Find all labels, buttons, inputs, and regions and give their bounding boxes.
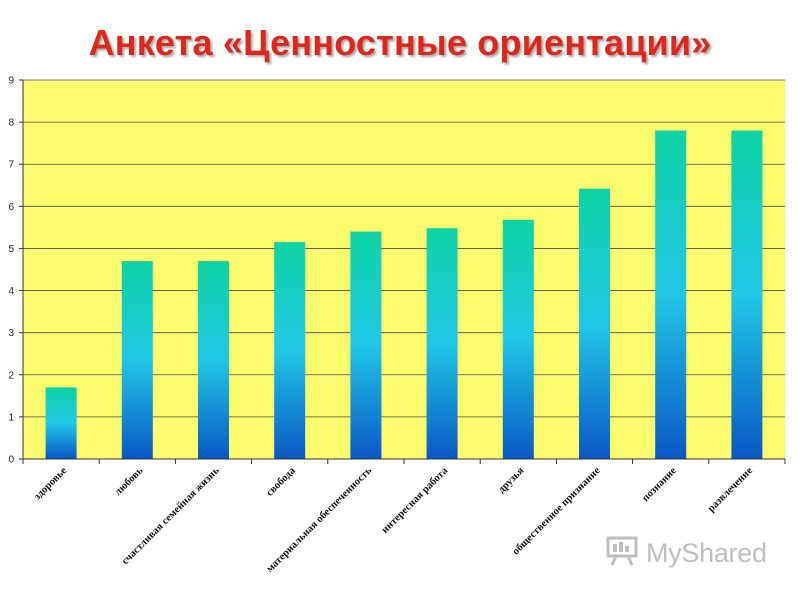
y-tick-label: 6 [8, 202, 14, 213]
bar [426, 228, 458, 459]
bar [502, 219, 534, 459]
watermark-text: MyShared [646, 538, 767, 568]
x-tick-label: интересная работа [380, 465, 451, 536]
chart-title: Анкета «Ценностные ориентации» [88, 22, 712, 63]
y-tick-label: 0 [8, 455, 14, 466]
bar [731, 130, 763, 460]
bar [655, 130, 687, 460]
y-tick-label: 1 [8, 412, 14, 423]
y-tick-label: 2 [8, 370, 14, 381]
x-tick-label: развлечение [706, 465, 755, 514]
y-tick-labels: 0 1 2 3 4 5 6 7 8 9 [8, 76, 14, 466]
axes [19, 79, 786, 464]
bar [45, 387, 77, 459]
x-tick-label: друзья [496, 465, 526, 495]
bar [121, 261, 153, 459]
bar [274, 242, 306, 459]
watermark: MyShared [606, 536, 767, 571]
presentation-board-icon [606, 536, 640, 571]
bar [198, 261, 229, 459]
x-tick-label: общественное признание [511, 465, 603, 557]
x-tick-label: любовь [113, 465, 146, 498]
y-tick-label: 8 [8, 118, 14, 129]
x-tick-label: здоровье [32, 465, 69, 502]
bars [45, 130, 763, 460]
bar [350, 231, 382, 459]
bar [579, 188, 610, 459]
y-tick-label: 9 [8, 76, 14, 87]
x-tick-label: познание [640, 465, 679, 504]
y-tick-label: 3 [8, 328, 14, 339]
y-tick-label: 4 [8, 286, 14, 297]
x-tick-label: свобода [264, 465, 298, 499]
y-tick-label: 5 [8, 244, 14, 255]
y-tick-label: 7 [8, 160, 14, 171]
